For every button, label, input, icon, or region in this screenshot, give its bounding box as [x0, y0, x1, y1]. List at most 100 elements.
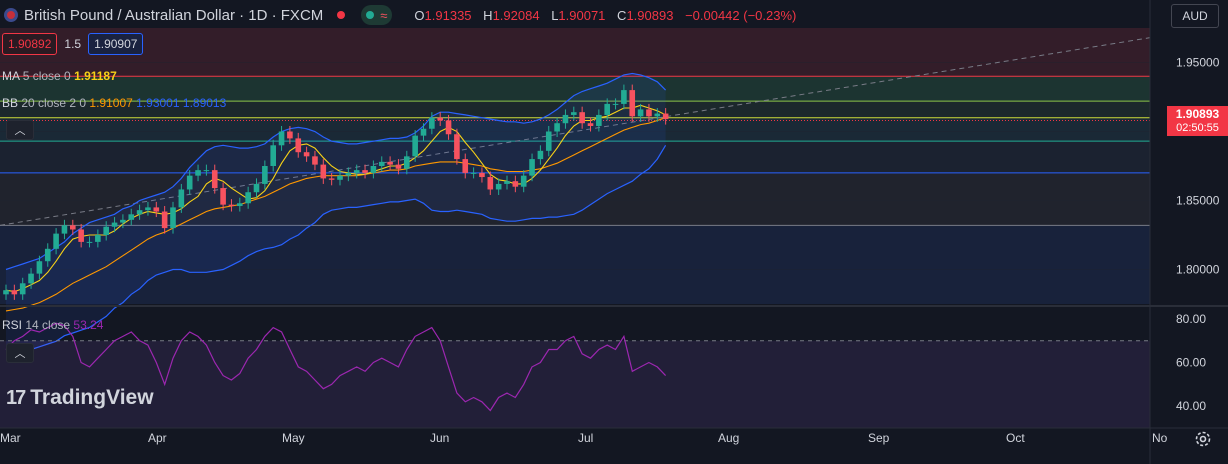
- data-status-pill[interactable]: ≈: [361, 5, 393, 25]
- candle-body[interactable]: [61, 225, 68, 234]
- candle-body[interactable]: [412, 135, 418, 157]
- candle-body[interactable]: [262, 166, 268, 184]
- candle-body[interactable]: [596, 114, 602, 126]
- candle-body[interactable]: [545, 131, 552, 151]
- candle-body[interactable]: [186, 175, 193, 190]
- candle-body[interactable]: [637, 109, 644, 117]
- candle-body[interactable]: [420, 128, 427, 136]
- candle-body[interactable]: [462, 159, 469, 173]
- candle-body[interactable]: [654, 113, 661, 117]
- candle-body[interactable]: [28, 273, 34, 284]
- candle-body[interactable]: [404, 156, 410, 169]
- candle-body[interactable]: [203, 170, 210, 172]
- currency-selector[interactable]: AUD: [1171, 4, 1219, 28]
- candle-body[interactable]: [429, 117, 435, 129]
- candle-body[interactable]: [479, 172, 485, 178]
- ma5-line: [5, 104, 666, 293]
- candle-body[interactable]: [3, 290, 9, 295]
- candle-body[interactable]: [161, 211, 168, 229]
- candle-body[interactable]: [170, 207, 176, 229]
- candle-body[interactable]: [145, 207, 151, 211]
- candle-body[interactable]: [345, 172, 352, 176]
- candle-body[interactable]: [86, 241, 93, 243]
- rsi-tick-label: 40.00: [1176, 399, 1206, 413]
- gear-icon[interactable]: [1192, 428, 1214, 450]
- candle-body[interactable]: [95, 235, 101, 242]
- candle-body[interactable]: [362, 170, 368, 173]
- rsi-name: RSI: [2, 318, 23, 332]
- sell-button[interactable]: 1.90892: [2, 33, 58, 55]
- candle-body[interactable]: [103, 226, 109, 235]
- candle-body[interactable]: [337, 175, 343, 180]
- candle-body[interactable]: [562, 114, 569, 124]
- candle-body[interactable]: [253, 183, 260, 193]
- candle-body[interactable]: [328, 178, 335, 180]
- candle-body[interactable]: [470, 172, 477, 174]
- buy-button[interactable]: 1.90907: [88, 33, 144, 55]
- candle-body[interactable]: [19, 283, 26, 295]
- candle-body[interactable]: [387, 161, 393, 165]
- candle-body[interactable]: [237, 203, 243, 207]
- candle-body[interactable]: [520, 175, 527, 187]
- candle-body[interactable]: [646, 109, 652, 117]
- candle-body[interactable]: [70, 225, 76, 230]
- candle-body[interactable]: [320, 164, 327, 179]
- candle-body[interactable]: [270, 145, 276, 166]
- time-tick-label: Jul: [578, 431, 593, 445]
- collapse-indicators-button[interactable]: ︿: [6, 120, 34, 140]
- candle-body[interactable]: [353, 170, 360, 173]
- candle-body[interactable]: [370, 166, 377, 173]
- candle-body[interactable]: [571, 112, 577, 115]
- symbol-title[interactable]: British Pound / Australian Dollar · 1D ·…: [24, 6, 324, 24]
- candle-body[interactable]: [612, 103, 619, 105]
- candle-body[interactable]: [445, 120, 452, 135]
- candle-body[interactable]: [128, 214, 135, 220]
- candle-body[interactable]: [11, 290, 18, 295]
- candle-body[interactable]: [579, 112, 585, 124]
- open-label: O: [414, 7, 425, 23]
- candles[interactable]: [3, 84, 669, 300]
- candle-body[interactable]: [487, 177, 494, 190]
- bb-legend[interactable]: BB 20 close 2 0 1.91007 1.93001 1.89013: [2, 96, 226, 110]
- candle-body[interactable]: [312, 156, 318, 165]
- candle-body[interactable]: [437, 117, 443, 121]
- candle-body[interactable]: [529, 159, 535, 176]
- candle-body[interactable]: [36, 261, 43, 274]
- candle-body[interactable]: [78, 229, 84, 242]
- candle-body[interactable]: [554, 123, 560, 132]
- candle-body[interactable]: [621, 90, 627, 104]
- candle-body[interactable]: [228, 204, 235, 207]
- candle-body[interactable]: [153, 207, 160, 212]
- candle-body[interactable]: [512, 181, 519, 187]
- price-tick-label: 1.80000: [1176, 263, 1220, 277]
- candle-body[interactable]: [395, 164, 402, 169]
- candle-body[interactable]: [604, 103, 610, 115]
- candle-body[interactable]: [454, 134, 460, 160]
- candle-body[interactable]: [662, 113, 669, 120]
- candle-body[interactable]: [504, 181, 510, 184]
- candle-body[interactable]: [120, 219, 126, 223]
- candle-body[interactable]: [295, 138, 302, 153]
- candle-body[interactable]: [629, 90, 636, 117]
- candle-body[interactable]: [278, 131, 285, 146]
- candle-body[interactable]: [195, 170, 201, 176]
- candle-body[interactable]: [178, 189, 185, 208]
- candle-body[interactable]: [136, 210, 143, 215]
- candle-body[interactable]: [44, 248, 51, 262]
- collapse-rsi-button[interactable]: ︿: [6, 343, 34, 363]
- candle-body[interactable]: [303, 152, 310, 157]
- rsi-legend[interactable]: RSI 14 close 53.24: [2, 318, 103, 332]
- candle-body[interactable]: [220, 188, 226, 205]
- candle-body[interactable]: [495, 183, 502, 190]
- candle-body[interactable]: [53, 233, 59, 249]
- candle-body[interactable]: [378, 161, 385, 166]
- market-status-dot-icon: [337, 11, 346, 19]
- candle-body[interactable]: [537, 150, 544, 160]
- candle-body[interactable]: [211, 170, 218, 189]
- candle-body[interactable]: [287, 131, 293, 139]
- candle-body[interactable]: [587, 123, 594, 126]
- candle-body[interactable]: [245, 192, 251, 204]
- ma-legend[interactable]: MA 5 close 0 1.91187: [2, 69, 117, 83]
- candle-body[interactable]: [111, 222, 118, 227]
